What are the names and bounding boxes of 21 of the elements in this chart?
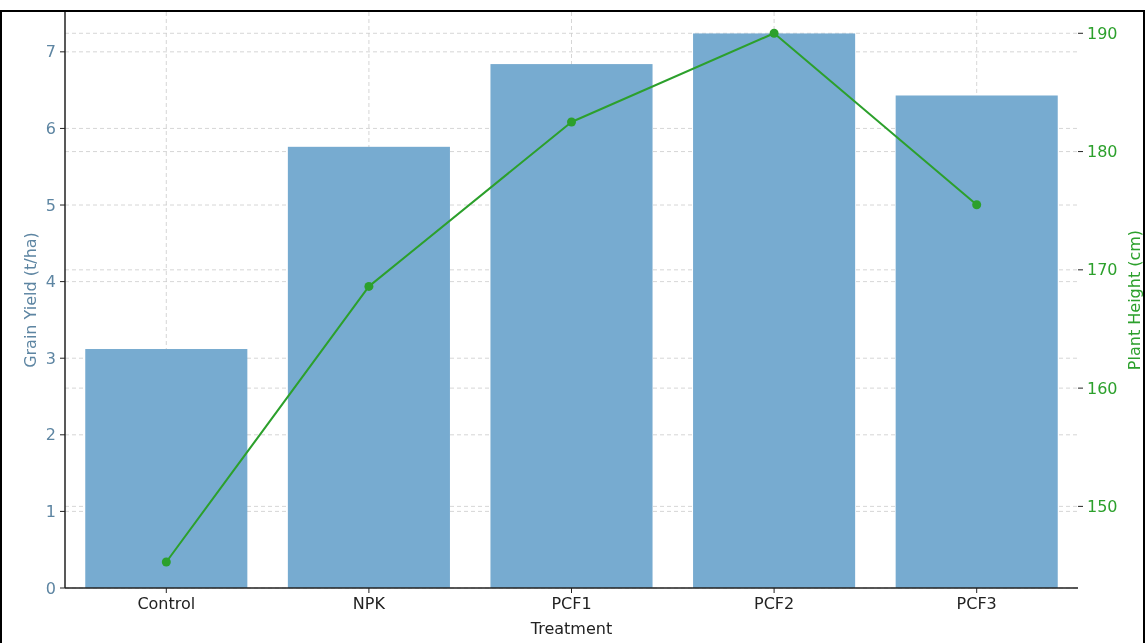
x-tick-label: PCF3 xyxy=(956,594,997,613)
y2-tick-label: 160 xyxy=(1087,378,1118,398)
y-tick-label: 3 xyxy=(45,348,56,368)
y-tick-label: 5 xyxy=(45,195,56,215)
x-tick-label: PCF1 xyxy=(551,594,592,613)
y-tick-label: 2 xyxy=(45,425,56,445)
y2-tick-label: 180 xyxy=(1087,142,1118,162)
x-tick-label: PCF2 xyxy=(754,594,795,613)
x-tick-label: NPK xyxy=(352,594,386,613)
y-tick-label: 6 xyxy=(45,119,56,139)
y-tick-label: 7 xyxy=(45,42,56,62)
x-tick-label: Control xyxy=(137,594,196,613)
x-axis-title: Treatment xyxy=(529,619,613,638)
y-axis-title: Grain Yield (t/ha) xyxy=(21,232,40,368)
y2-tick-label: 150 xyxy=(1087,496,1118,516)
y-tick-label: 4 xyxy=(45,272,56,292)
y2-axis-title: Plant Height (cm) xyxy=(1125,229,1144,371)
y-tick-label: 0 xyxy=(45,578,56,598)
y2-tick-label: 190 xyxy=(1087,23,1118,43)
y-tick-label: 1 xyxy=(45,502,56,521)
y2-tick-label: 170 xyxy=(1087,260,1118,280)
